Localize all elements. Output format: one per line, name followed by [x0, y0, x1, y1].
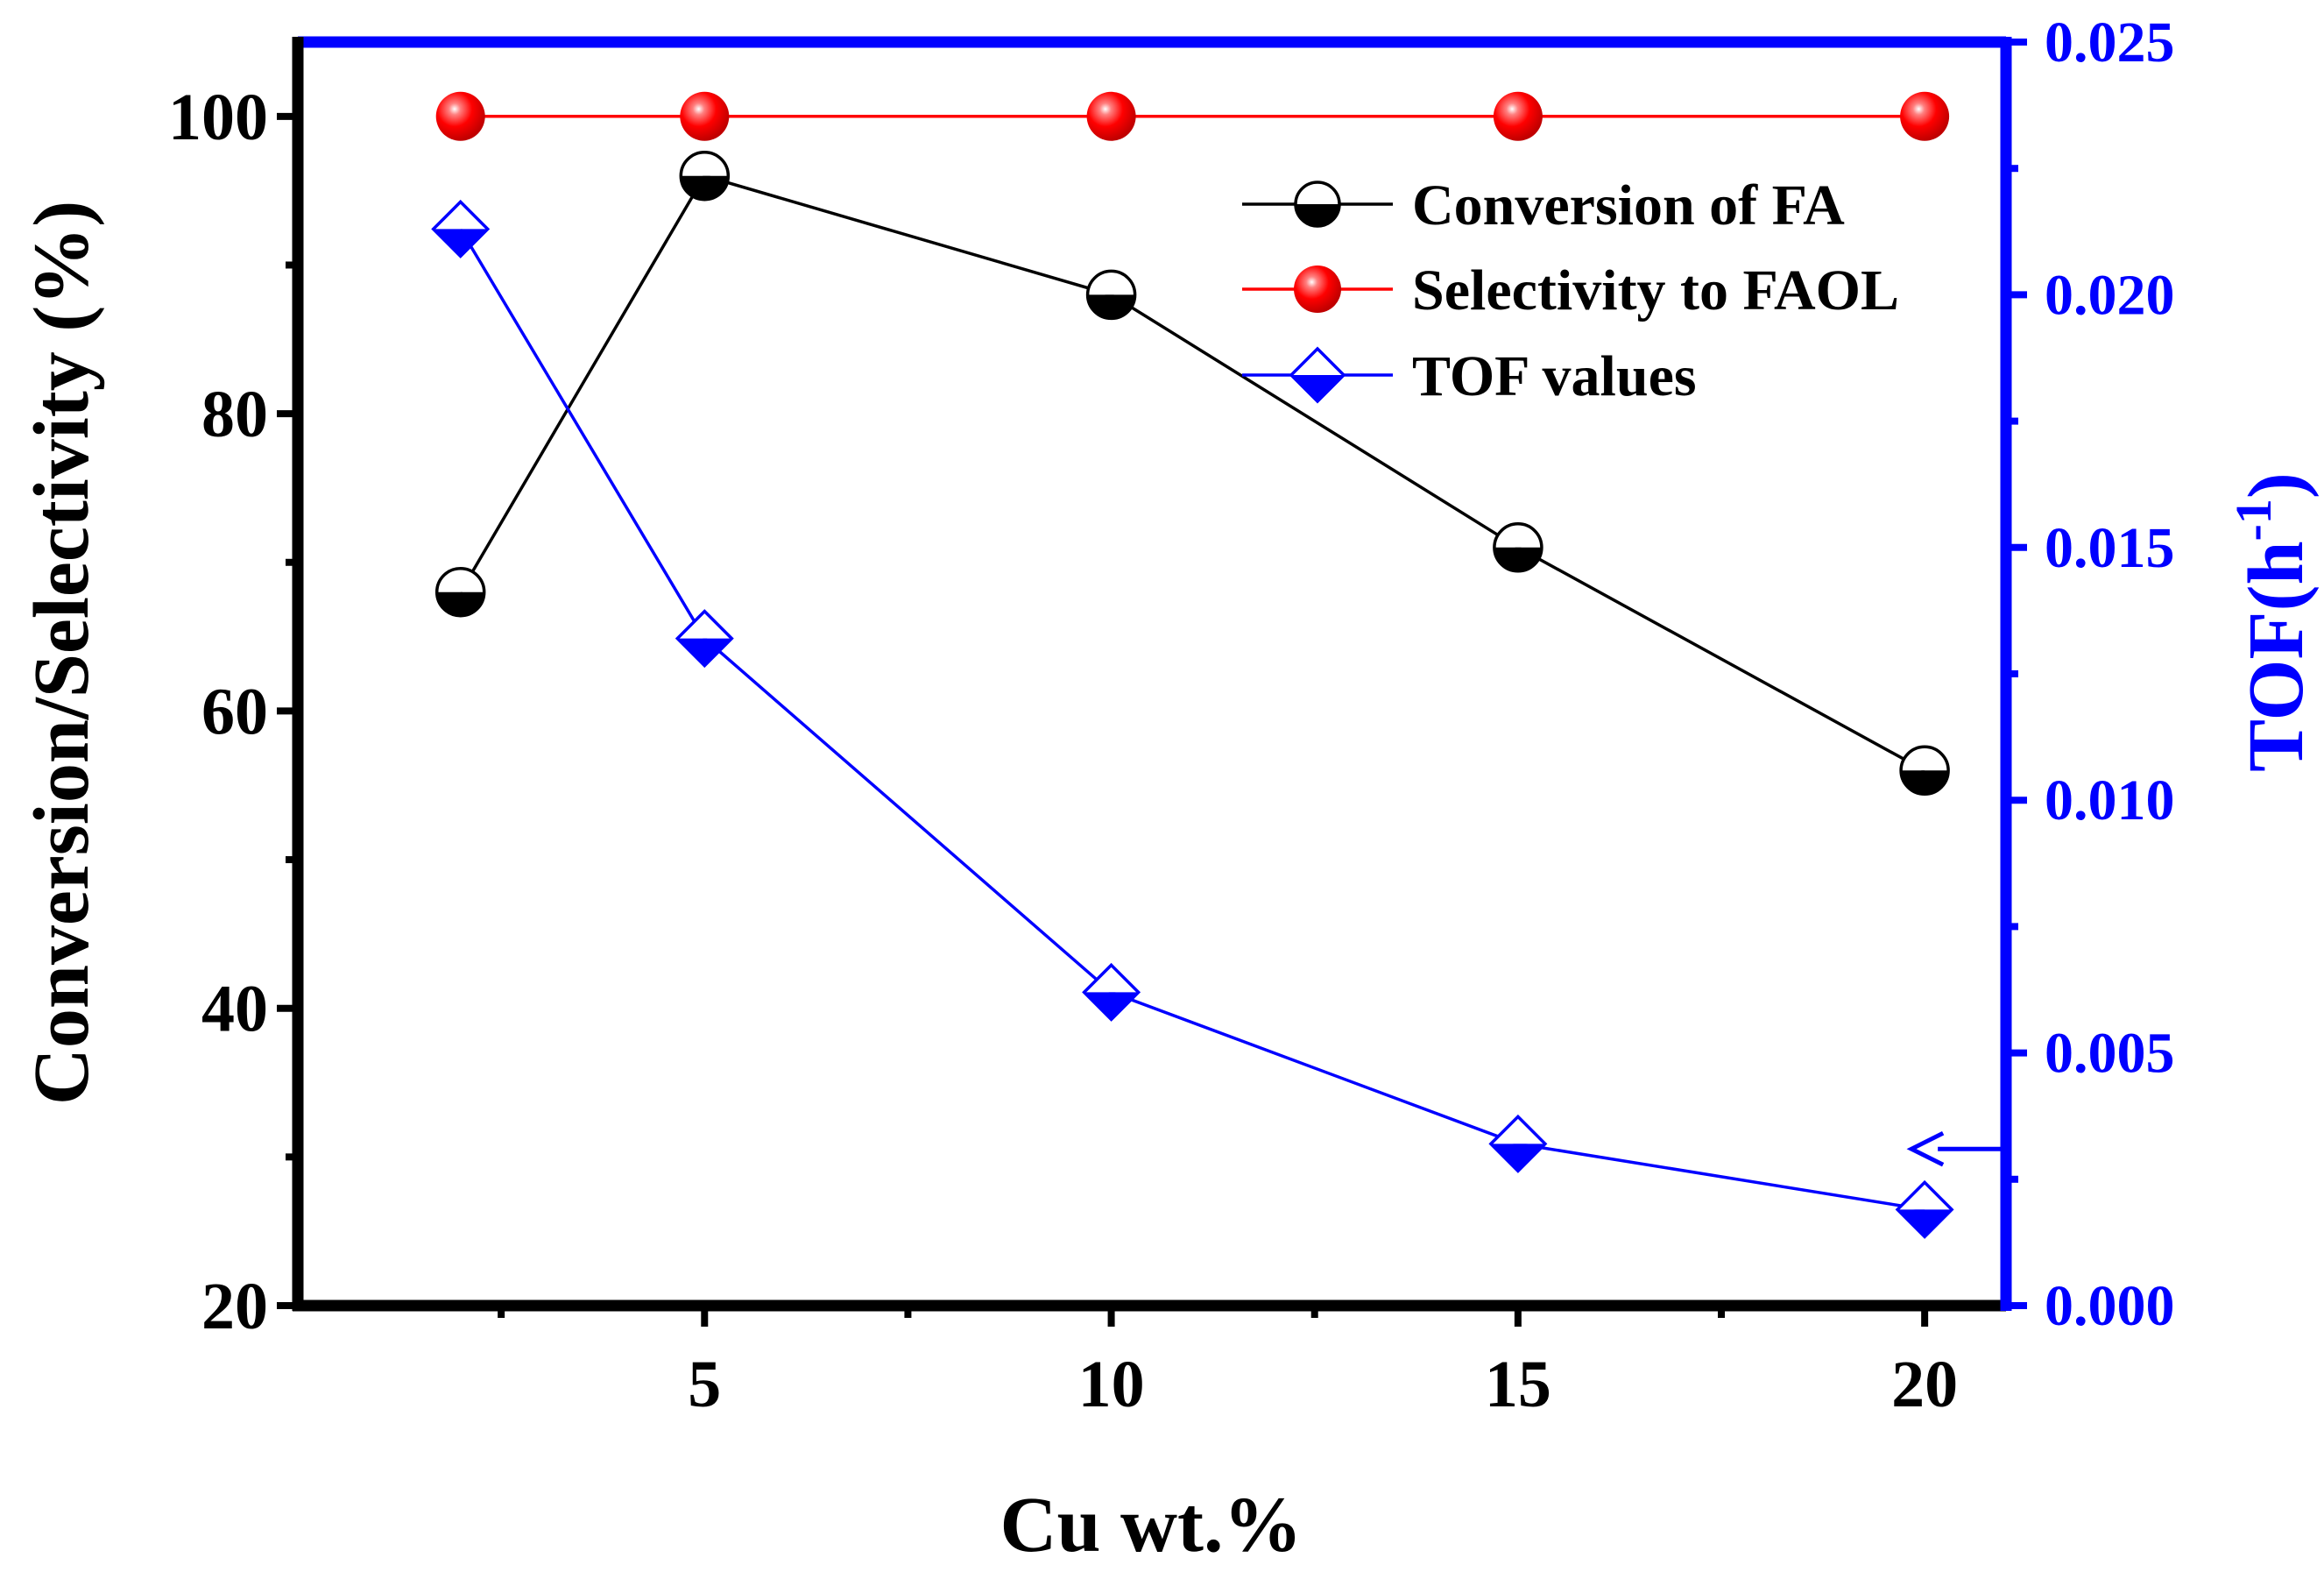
legend-marker-tof — [1289, 346, 1346, 404]
marker-outline — [1899, 745, 1950, 797]
series-1-point-0 — [435, 91, 485, 141]
legend-label-conversion: Conversion of FA — [1412, 173, 1845, 237]
marker-sphere — [1493, 91, 1543, 141]
marker-top-half — [677, 611, 732, 639]
series-0-point-2 — [1085, 269, 1137, 321]
x-tick-label: 10 — [1078, 1348, 1145, 1421]
marker-outline — [1082, 962, 1141, 1022]
x-tick-label: 15 — [1485, 1348, 1551, 1421]
legend-marker-selectivity — [1294, 266, 1341, 313]
y-axis-right-title-superscript: -1 — [2225, 499, 2282, 541]
y-right-tick-label: 0.005 — [2045, 1022, 2175, 1086]
legend: Conversion of FA Selectivity to FAOL TOF… — [1242, 173, 1899, 408]
y-tick-label: 80 — [201, 378, 268, 451]
marker-sphere — [1900, 91, 1950, 141]
marker-outline — [1488, 1114, 1548, 1173]
y-right-tick-label: 0.015 — [2045, 516, 2175, 580]
x-tick-label: 20 — [1891, 1348, 1958, 1421]
series-1-point-3 — [1493, 91, 1543, 141]
axis-indicator-arrow-head — [1906, 1130, 1945, 1167]
marker-sphere — [1086, 91, 1136, 141]
marker-top-half — [1897, 1182, 1953, 1210]
y-right-tick-label: 0.000 — [2045, 1274, 2175, 1338]
marker-outline — [431, 199, 491, 258]
marker-outline — [434, 566, 486, 618]
marker-bottom-half — [1494, 547, 1542, 571]
marker-top-half — [1087, 271, 1135, 295]
marker-bottom-half — [436, 591, 484, 616]
series-0-point-0 — [434, 566, 486, 618]
x-axis-title: Cu wt.% — [1000, 1482, 1302, 1568]
legend-label-selectivity: Selectivity to FAOL — [1412, 258, 1899, 322]
legend-item-conversion: Conversion of FA — [1242, 173, 1845, 237]
legend-item-selectivity: Selectivity to FAOL — [1242, 258, 1899, 322]
marker-top-half — [433, 202, 488, 230]
marker-outline — [679, 150, 731, 202]
marker-bottom-half — [433, 229, 488, 257]
y-tick-label: 60 — [201, 675, 268, 748]
y-right-tick-label: 0.025 — [2045, 11, 2175, 74]
marker-bottom-half — [1087, 294, 1135, 319]
y-axis-right-title: TOF(h-1) — [2225, 472, 2320, 772]
y-axis-right-title-main: TOF(h — [2233, 541, 2320, 771]
marker-top-half — [1901, 747, 1949, 771]
y-right-tick-label: 0.010 — [2045, 768, 2175, 832]
marker-outline — [1895, 1179, 1954, 1239]
series-2-point-3 — [1488, 1114, 1548, 1173]
series-2-point-1 — [675, 609, 734, 669]
marker-bottom-half — [677, 638, 732, 666]
y-tick-label: 100 — [168, 81, 268, 154]
marker-top-half — [1490, 1116, 1545, 1144]
marker-bottom-half — [1490, 1144, 1545, 1172]
series-1-point-2 — [1086, 91, 1136, 141]
series-0-point-1 — [679, 150, 731, 202]
series-2-point-0 — [431, 199, 491, 258]
y-axis-right-title-close: ) — [2233, 472, 2320, 499]
series-0-point-4 — [1899, 745, 1950, 797]
marker-top-half — [681, 152, 729, 176]
y-tick-label: 40 — [201, 973, 268, 1046]
marker-bottom-half — [1084, 992, 1139, 1020]
marker-top-half — [436, 568, 484, 592]
marker-sphere — [680, 91, 730, 141]
marker-sphere — [435, 91, 485, 141]
series-2-point-2 — [1082, 962, 1141, 1022]
y-tick-label: 20 — [201, 1270, 268, 1343]
y-right-tick-label: 0.020 — [2045, 263, 2175, 327]
marker-top-half — [1084, 965, 1139, 993]
marker-top-half — [1494, 523, 1542, 548]
marker-outline — [1085, 269, 1137, 321]
legend-marker-conversion — [1294, 181, 1341, 228]
marker-bottom-half — [1897, 1209, 1953, 1237]
y-axis-title: Conversion/Selectivity (%) — [18, 201, 105, 1105]
x-tick-label: 5 — [688, 1348, 721, 1421]
series-1-point-4 — [1900, 91, 1950, 141]
marker-bottom-half — [681, 175, 729, 200]
series-line-2 — [459, 228, 1925, 1212]
legend-item-tof: TOF values — [1242, 344, 1697, 408]
marker-outline — [1493, 522, 1543, 573]
legend-label-tof: TOF values — [1412, 344, 1697, 408]
series-2-point-4 — [1895, 1179, 1954, 1239]
marker-bottom-half — [1901, 770, 1949, 795]
series-0-point-3 — [1493, 522, 1543, 573]
series-1-point-1 — [680, 91, 730, 141]
marker-outline — [675, 609, 734, 669]
